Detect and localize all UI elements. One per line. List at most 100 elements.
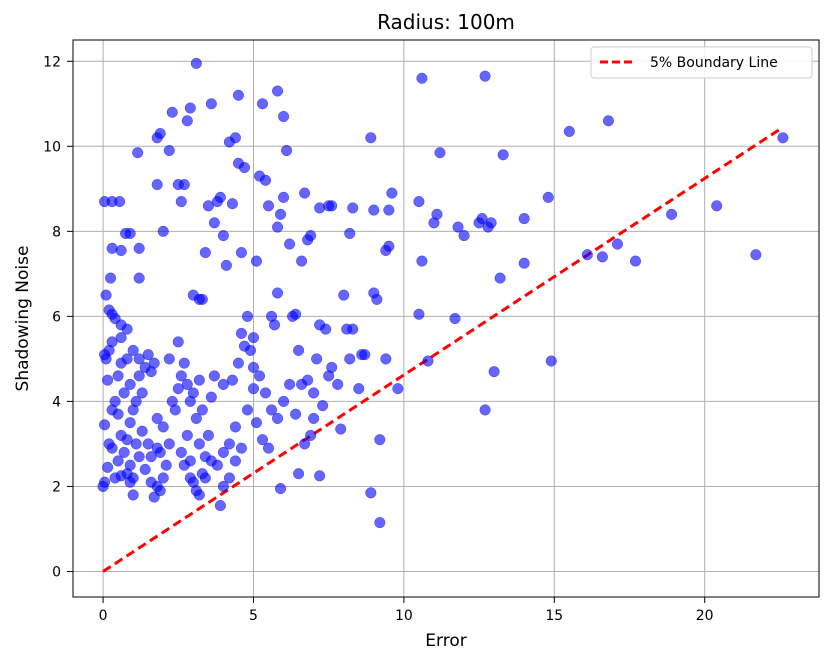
data-point (545, 355, 557, 367)
data-point (344, 353, 356, 365)
data-point (163, 353, 175, 365)
data-point (383, 204, 395, 216)
data-point (133, 272, 145, 284)
data-point (284, 238, 296, 250)
data-point (302, 374, 314, 386)
data-point (124, 459, 136, 471)
data-point (193, 438, 205, 450)
data-point (479, 70, 491, 82)
data-point (175, 196, 187, 208)
plot-frame (72, 39, 820, 598)
data-point (271, 412, 284, 424)
data-point (416, 255, 428, 267)
y-axis-label: Shadowing Noise (13, 246, 33, 392)
y-axis-ticks: 0 2 4 6 8 10 12 (43, 54, 73, 580)
data-point (136, 387, 148, 399)
data-point (259, 174, 272, 186)
data-point (479, 404, 491, 416)
data-point (278, 110, 290, 123)
data-point (371, 293, 383, 305)
data-point (611, 238, 624, 250)
data-point (299, 438, 311, 450)
data-point (235, 247, 248, 259)
data-point (332, 378, 344, 390)
data-point (151, 179, 163, 191)
data-point (359, 349, 371, 361)
data-point (106, 336, 118, 348)
data-point (374, 434, 386, 446)
data-point (247, 361, 260, 373)
data-point (193, 374, 205, 386)
data-point (208, 370, 220, 382)
data-point (124, 378, 136, 390)
data-point (99, 419, 111, 431)
data-point (223, 438, 235, 450)
data-point (223, 472, 235, 484)
data-point (132, 147, 144, 159)
data-point (256, 434, 269, 446)
data-point (326, 200, 338, 212)
data-point (488, 366, 500, 378)
data-point (124, 476, 136, 488)
data-point (293, 344, 305, 356)
y-tick-label: 10 (43, 139, 61, 155)
data-point (311, 353, 323, 365)
legend: 5% Boundary Line (590, 46, 813, 79)
data-point (253, 370, 266, 382)
data-point (293, 468, 305, 480)
data-point (214, 191, 226, 203)
data-point (518, 257, 530, 269)
data-point (217, 230, 229, 242)
data-point (711, 200, 723, 212)
data-point (127, 489, 139, 501)
data-point (308, 412, 320, 424)
data-point (416, 72, 428, 84)
data-point (353, 383, 365, 395)
data-point (172, 336, 184, 348)
data-point (226, 198, 238, 210)
data-point (271, 221, 284, 233)
data-point (238, 162, 251, 174)
data-point (229, 455, 241, 467)
boundary-line-group (102, 128, 781, 573)
data-point (130, 438, 142, 450)
data-point (181, 378, 193, 390)
data-point (115, 244, 127, 257)
chart-title: Radius: 100m (377, 10, 515, 34)
data-point (97, 480, 109, 493)
data-point (365, 487, 377, 499)
data-point (154, 446, 166, 458)
data-point (181, 115, 193, 127)
data-point (458, 230, 470, 242)
y-tick-label: 2 (52, 479, 61, 495)
data-point (374, 517, 386, 529)
data-point (184, 455, 196, 467)
data-point (256, 98, 269, 110)
data-point (145, 451, 157, 463)
data-point (115, 332, 127, 344)
data-point (199, 247, 211, 259)
data-point (166, 106, 178, 118)
x-tick-label: 10 (395, 608, 413, 624)
legend-entry-boundary: 5% Boundary Line (650, 55, 778, 71)
y-tick-label: 8 (52, 224, 61, 240)
y-tick-label: 12 (43, 54, 61, 70)
data-point (154, 127, 166, 140)
data-point (326, 361, 338, 373)
data-point (217, 378, 229, 390)
data-points (97, 57, 789, 529)
data-point (380, 353, 392, 365)
data-point (278, 191, 290, 203)
data-point (193, 489, 205, 501)
data-point (344, 227, 356, 240)
data-point (368, 204, 380, 216)
data-point (250, 255, 263, 267)
data-point (208, 217, 220, 229)
data-point (241, 310, 254, 322)
data-point (217, 446, 229, 458)
data-point (247, 383, 260, 395)
data-point (431, 208, 443, 220)
data-point (308, 387, 320, 399)
data-point (268, 319, 281, 331)
data-point (118, 387, 130, 399)
